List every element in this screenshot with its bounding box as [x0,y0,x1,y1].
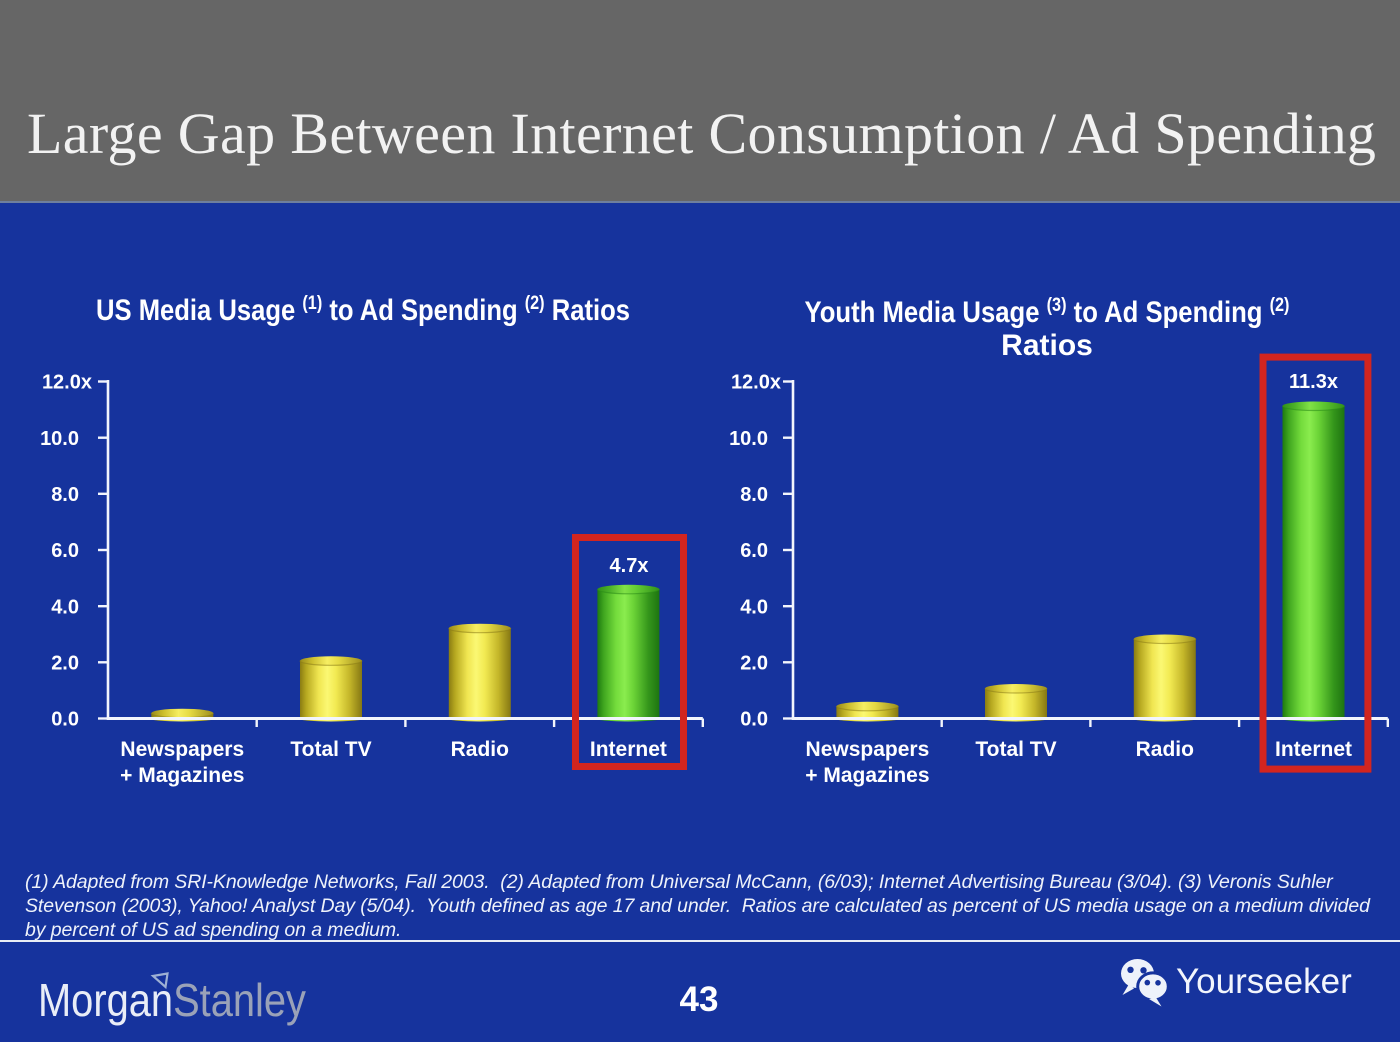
svg-text:2.0: 2.0 [740,653,768,675]
svg-text:4.0: 4.0 [740,596,768,618]
svg-text:Youth Media Usage (3) to Ad Sp: Youth Media Usage (3) to Ad Spending (2)… [805,295,1290,329]
svg-text:US Media Usage (1) to Ad Spend: US Media Usage (1) to Ad Spending (2) Ra… [96,293,630,327]
svg-text:Newspapers: Newspapers [120,738,244,761]
svg-text:6.0: 6.0 [51,540,79,562]
svg-text:Internet: Internet [1275,738,1352,761]
svg-text:Total TV: Total TV [975,738,1056,761]
svg-text:Radio: Radio [451,738,509,761]
svg-text:12.0x: 12.0x [731,372,781,394]
svg-text:0.0: 0.0 [740,709,768,731]
svg-text:Internet: Internet [590,738,667,761]
svg-text:+ Magazines: + Magazines [805,764,929,787]
svg-text:8.0: 8.0 [740,484,768,506]
svg-text:Radio: Radio [1136,738,1194,761]
svg-text:4.0: 4.0 [51,596,79,618]
svg-text:6.0: 6.0 [740,540,768,562]
svg-text:4.7x: 4.7x [610,555,649,577]
svg-text:8.0: 8.0 [51,484,79,506]
svg-text:Ratios: Ratios [1001,329,1093,362]
svg-text:10.0: 10.0 [40,428,79,450]
svg-text:10.0: 10.0 [729,428,768,450]
svg-text:Total TV: Total TV [290,738,371,761]
svg-text:11.3x: 11.3x [1289,371,1338,393]
svg-text:12.0x: 12.0x [42,372,92,394]
svg-text:0.0: 0.0 [51,709,79,731]
svg-text:Newspapers: Newspapers [806,738,930,761]
svg-text:+ Magazines: + Magazines [120,764,244,787]
svg-text:2.0: 2.0 [51,653,79,675]
